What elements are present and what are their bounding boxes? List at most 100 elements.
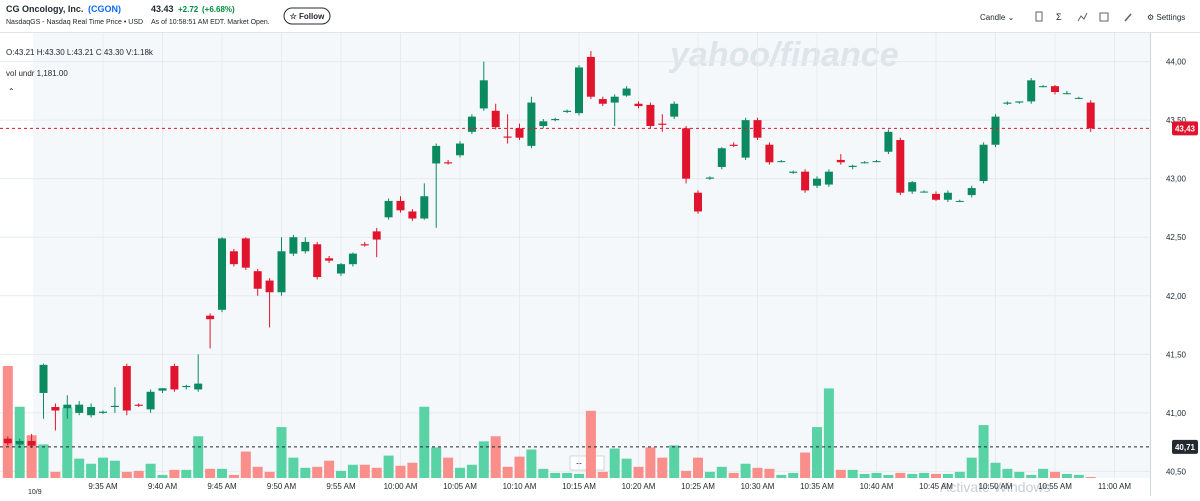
candle-body [765, 144, 774, 163]
candle-body [182, 385, 191, 388]
compare-icon[interactable] [1035, 11, 1043, 22]
trend-icon[interactable] [1077, 12, 1088, 22]
candle-body [289, 237, 298, 254]
candle-body [265, 280, 274, 293]
volume-bar [942, 473, 953, 478]
candle-body [991, 116, 1000, 145]
volume-bar [574, 473, 584, 478]
candle-body [384, 200, 393, 218]
candle-body [753, 120, 762, 138]
plot: 40,50 41,00 41,50 42,00 42,50 43,00 43,50 44,00… [0, 33, 1198, 496]
volume-bar [835, 469, 846, 478]
draw-icon[interactable] [1124, 13, 1132, 22]
settings-button[interactable]: ⚙ Settings [1147, 13, 1185, 22]
volume-bar [538, 468, 549, 478]
volume-bar [217, 468, 227, 478]
candle-body [694, 192, 702, 212]
volume-bar [109, 460, 120, 478]
volume-bar [621, 458, 632, 478]
volume-bar [300, 467, 311, 478]
candle-body [860, 162, 869, 164]
indicators-icon[interactable]: Σ [1056, 12, 1062, 22]
volume-bar [728, 472, 739, 478]
volume-bar [443, 457, 454, 478]
y-tick-label: 43,00 [1166, 175, 1187, 184]
volume-bar [502, 466, 513, 478]
candle-body [813, 178, 821, 186]
collapse-toggle[interactable]: ⌃ [8, 87, 15, 96]
volume-bar [133, 470, 144, 478]
candle-body [218, 238, 226, 310]
reference-level-tag [1172, 439, 1198, 454]
volume-bar [252, 466, 263, 478]
candle-body [670, 103, 679, 117]
x-tick-label: 10:30 AM [741, 482, 775, 491]
volume-bar [395, 465, 406, 478]
x-tick-label: 10:10 AM [503, 482, 537, 491]
candle-body [563, 110, 572, 112]
x-tick-label: 10:35 AM [800, 482, 834, 491]
y-tick-label: 44,00 [1166, 58, 1187, 67]
candle-body [241, 238, 250, 268]
candle-body [551, 118, 560, 121]
header-bar [0, 0, 1200, 32]
volume-bar [157, 474, 168, 478]
volume-bar [752, 467, 763, 478]
follow-button[interactable] [283, 7, 331, 25]
volume-bar [169, 469, 180, 478]
candle-body [705, 177, 714, 179]
volume-bar [800, 452, 811, 478]
volume-bar [954, 471, 965, 478]
volume-bar [466, 464, 477, 478]
x-tick-label: 9:55 AM [326, 482, 356, 491]
candle-body [932, 193, 940, 200]
candle-body [1062, 93, 1071, 95]
candle-body [170, 366, 179, 390]
volume-bar [1038, 468, 1049, 478]
volume-bar [1061, 473, 1072, 478]
candle-body [515, 128, 524, 138]
volume-bar [990, 462, 1001, 478]
x-tick-label: 10:05 AM [443, 482, 477, 491]
volume-bar [407, 462, 418, 478]
volume-bar [812, 427, 822, 478]
volume-bar [1073, 474, 1084, 478]
candle-body [253, 271, 262, 289]
volume-bar [597, 471, 608, 478]
chart-type-select[interactable]: Candle ⌄ [980, 13, 1014, 22]
candle-body [1074, 97, 1083, 99]
volume-bar [669, 445, 680, 478]
volume-bar [1085, 476, 1096, 478]
candle-body [503, 136, 512, 138]
volume-bar [978, 425, 989, 478]
candle-body [824, 171, 833, 185]
candle-body [467, 116, 476, 132]
volume-bar [181, 469, 192, 478]
candle-body [87, 407, 96, 416]
candle-body [1003, 102, 1012, 104]
volume-bar [86, 463, 97, 478]
ticker[interactable]: (CGON) [88, 4, 121, 14]
candle-body [396, 200, 405, 211]
candle-body [432, 145, 441, 164]
candle-body [717, 148, 726, 167]
volume-bar [336, 470, 346, 478]
candle-body [622, 88, 631, 96]
events-icon[interactable] [1099, 12, 1109, 22]
last-price-label: 43,43 [1175, 124, 1196, 133]
candle-body [610, 96, 619, 103]
date-label: 10/9 [28, 489, 42, 496]
candle-body [134, 404, 143, 406]
volume-bar [764, 468, 775, 478]
volume-bar [931, 473, 941, 478]
x-tick-label: 10:45 AM [919, 482, 953, 491]
candle-body [146, 391, 155, 410]
volume-bar [193, 436, 204, 478]
follow-label[interactable]: ☆ Follow [290, 12, 326, 21]
volume-bar [1026, 474, 1037, 478]
candle-body [229, 251, 238, 265]
candle-body [848, 165, 857, 167]
x-tick-label: 10:00 AM [384, 482, 418, 491]
watermark: yahoo/finance [668, 36, 899, 74]
y-tick-label: 43,50 [1166, 116, 1187, 125]
